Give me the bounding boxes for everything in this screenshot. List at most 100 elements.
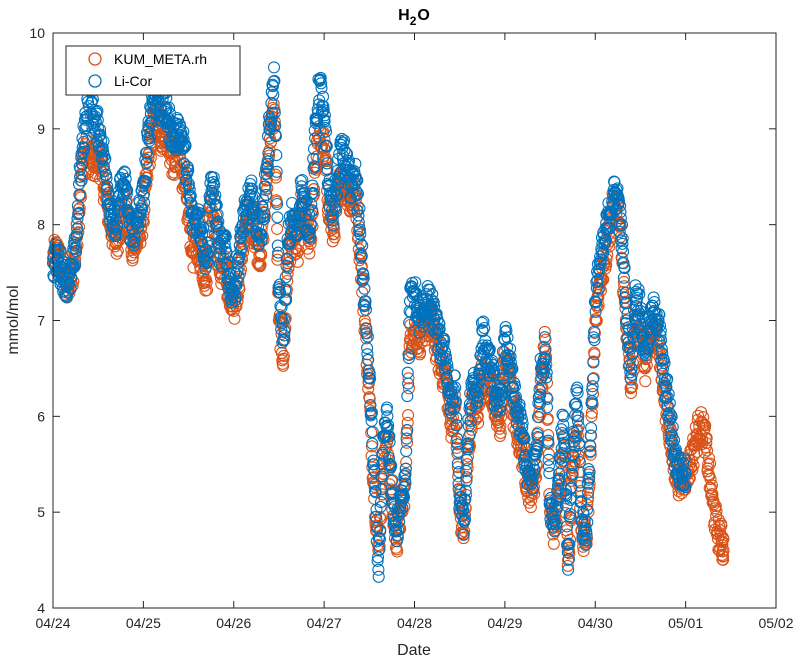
data-point-fill bbox=[533, 383, 546, 396]
data-point-fill bbox=[110, 229, 123, 242]
data-point-fill bbox=[433, 317, 446, 330]
data-point-fill bbox=[213, 257, 226, 270]
data-point-fill bbox=[568, 426, 581, 440]
data-point-fill bbox=[663, 397, 676, 410]
data-point-fill bbox=[91, 104, 104, 117]
data-point-fill bbox=[210, 198, 223, 212]
data-point-fill bbox=[563, 547, 576, 560]
data-point bbox=[625, 381, 638, 394]
data-point-fill bbox=[542, 453, 555, 466]
data-point bbox=[200, 276, 213, 289]
data-point-fill bbox=[614, 205, 627, 219]
data-point-fill bbox=[556, 408, 569, 421]
data-point-fill bbox=[199, 262, 212, 276]
data-point-fill bbox=[483, 343, 496, 356]
data-point-fill bbox=[383, 430, 396, 443]
data-point-fill bbox=[458, 513, 472, 526]
data-point-fill bbox=[717, 553, 730, 566]
data-point-fill bbox=[89, 110, 102, 123]
data-point-fill bbox=[353, 202, 366, 215]
data-point-fill bbox=[375, 482, 388, 495]
data-point-fill bbox=[486, 354, 499, 367]
data-point-fill bbox=[177, 133, 190, 146]
data-point-fill bbox=[303, 226, 316, 239]
data-point-fill bbox=[549, 518, 562, 531]
data-point-fill bbox=[245, 174, 258, 187]
data-point-fill bbox=[678, 452, 691, 465]
data-point-fill bbox=[94, 128, 107, 141]
data-point-fill bbox=[304, 231, 317, 244]
data-point-fill bbox=[580, 538, 593, 551]
data-point-fill bbox=[306, 186, 319, 199]
data-point-fill bbox=[121, 184, 134, 197]
data-point-fill bbox=[441, 358, 454, 371]
data-point-fill bbox=[654, 329, 667, 342]
data-point-fill bbox=[586, 372, 600, 386]
title-subscript: 2 bbox=[410, 14, 417, 28]
data-point-fill bbox=[571, 386, 584, 399]
data-point-fill bbox=[574, 489, 587, 503]
data-point bbox=[620, 314, 633, 327]
data-point-fill bbox=[184, 189, 197, 202]
data-point-fill bbox=[507, 381, 520, 394]
data-point bbox=[679, 467, 692, 480]
data-point-fill bbox=[391, 529, 404, 542]
data-point-fill bbox=[359, 317, 372, 331]
data-point-fill bbox=[247, 200, 260, 213]
data-point-fill bbox=[706, 488, 719, 501]
data-point-fill bbox=[111, 235, 124, 248]
data-point-fill bbox=[201, 255, 214, 268]
y-axis: 4 5 6 7 8 9 10 bbox=[29, 25, 776, 616]
data-point-fill bbox=[584, 445, 597, 458]
data-point-fill bbox=[516, 417, 529, 430]
data-point-fill bbox=[391, 545, 404, 558]
data-point-fill bbox=[611, 182, 624, 195]
data-point-fill bbox=[228, 294, 241, 307]
data-point-fill bbox=[678, 479, 691, 492]
data-point-fill bbox=[571, 414, 584, 427]
data-point-fill bbox=[314, 71, 327, 84]
y-tick-label: 8 bbox=[37, 217, 45, 233]
data-point bbox=[571, 381, 584, 394]
data-point bbox=[318, 141, 331, 155]
data-point-fill bbox=[402, 377, 415, 390]
data-point-fill bbox=[278, 325, 291, 338]
data-point-fill bbox=[554, 456, 568, 470]
data-point-fill bbox=[76, 141, 89, 154]
data-point-fill bbox=[538, 331, 551, 344]
data-point-fill bbox=[321, 163, 334, 176]
data-point-fill bbox=[501, 331, 514, 344]
data-point-fill bbox=[267, 88, 280, 101]
data-point bbox=[462, 419, 475, 432]
data-point-fill bbox=[402, 409, 415, 422]
data-point-fill bbox=[547, 510, 560, 523]
data-point-fill bbox=[348, 165, 361, 178]
data-point-fill bbox=[531, 410, 545, 423]
data-point-fill bbox=[109, 227, 122, 240]
data-point-fill bbox=[531, 430, 544, 444]
data-point-fill bbox=[450, 419, 463, 432]
data-point-fill bbox=[74, 174, 87, 187]
data-point-fill bbox=[308, 160, 321, 173]
data-point-fill bbox=[235, 241, 248, 254]
data-point-fill bbox=[281, 252, 294, 265]
data-point-fill bbox=[699, 432, 713, 445]
data-point-fill bbox=[477, 315, 490, 328]
data-point-fill bbox=[320, 140, 333, 153]
data-point-fill bbox=[277, 359, 290, 372]
data-point-fill bbox=[70, 228, 83, 241]
data-point-fill bbox=[450, 411, 463, 424]
data-point-fill bbox=[615, 218, 629, 231]
data-point-fill bbox=[583, 471, 596, 484]
data-point-fill bbox=[369, 478, 382, 491]
x-tick-label: 04/24 bbox=[35, 615, 70, 631]
legend-label-licor: Li-Cor bbox=[114, 73, 152, 89]
data-point-fill bbox=[540, 366, 553, 379]
data-point-fill bbox=[366, 425, 379, 438]
data-point bbox=[494, 400, 507, 413]
data-point-fill bbox=[402, 348, 415, 361]
data-point bbox=[494, 419, 507, 432]
data-point-fill bbox=[342, 154, 356, 167]
data-point-fill bbox=[613, 218, 626, 231]
data-point-fill bbox=[586, 380, 599, 393]
